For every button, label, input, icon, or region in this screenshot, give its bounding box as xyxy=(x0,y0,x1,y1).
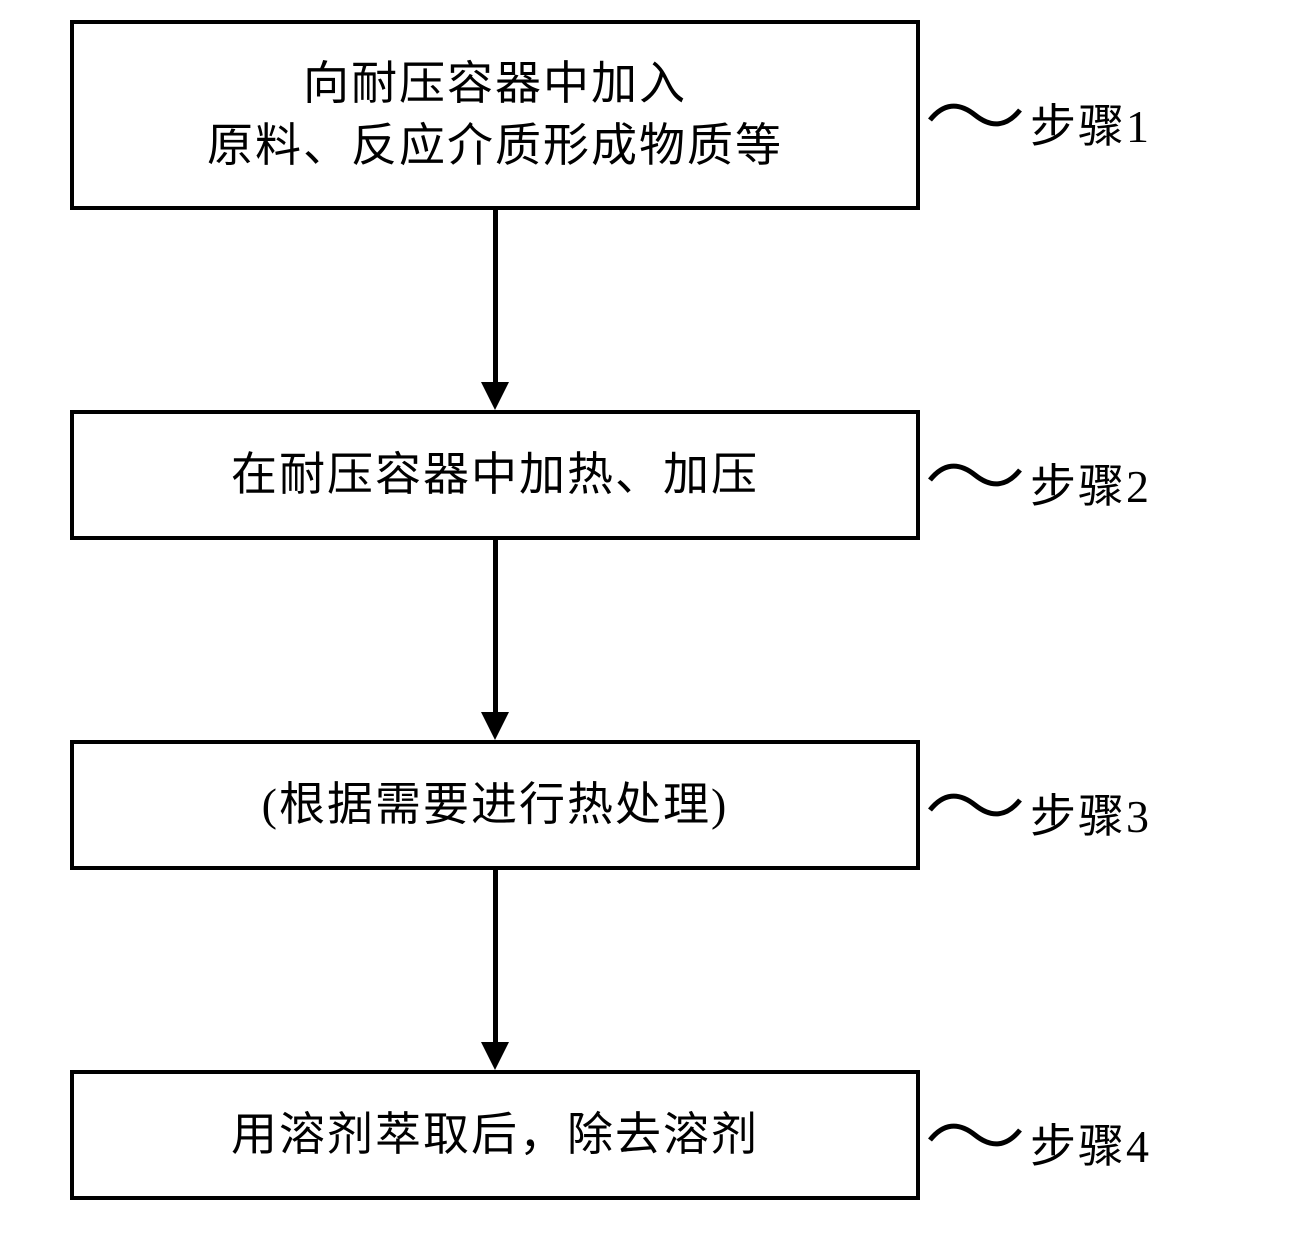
step3-line1: (根据需要进行热处理) xyxy=(262,774,729,836)
arrow-3-line xyxy=(493,870,498,1042)
arrow-1-head xyxy=(481,382,509,410)
step2-line1: 在耐压容器中加热、加压 xyxy=(231,444,759,506)
step4-box: 用溶剂萃取后，除去溶剂 xyxy=(70,1070,920,1200)
arrow-2-head xyxy=(481,712,509,740)
step3-box: (根据需要进行热处理) xyxy=(70,740,920,870)
arrow-1-line xyxy=(493,210,498,382)
step1-line1: 向耐压容器中加入 xyxy=(207,53,783,115)
tilde-connector-3 xyxy=(925,780,1025,830)
flowchart-canvas: 向耐压容器中加入 原料、反应介质形成物质等 步骤1 在耐压容器中加热、加压 步骤… xyxy=(0,0,1304,1235)
step2-label: 步骤2 xyxy=(1030,450,1151,516)
step1-box: 向耐压容器中加入 原料、反应介质形成物质等 xyxy=(70,20,920,210)
step3-label: 步骤3 xyxy=(1030,780,1151,846)
step1-line2: 原料、反应介质形成物质等 xyxy=(207,115,783,177)
step4-line1: 用溶剂萃取后，除去溶剂 xyxy=(231,1104,759,1166)
step2-box: 在耐压容器中加热、加压 xyxy=(70,410,920,540)
step4-label: 步骤4 xyxy=(1030,1110,1151,1176)
arrow-2-line xyxy=(493,540,498,712)
arrow-3-head xyxy=(481,1042,509,1070)
tilde-connector-4 xyxy=(925,1110,1025,1160)
tilde-connector-1 xyxy=(925,90,1025,140)
step1-label: 步骤1 xyxy=(1030,90,1151,156)
tilde-connector-2 xyxy=(925,450,1025,500)
